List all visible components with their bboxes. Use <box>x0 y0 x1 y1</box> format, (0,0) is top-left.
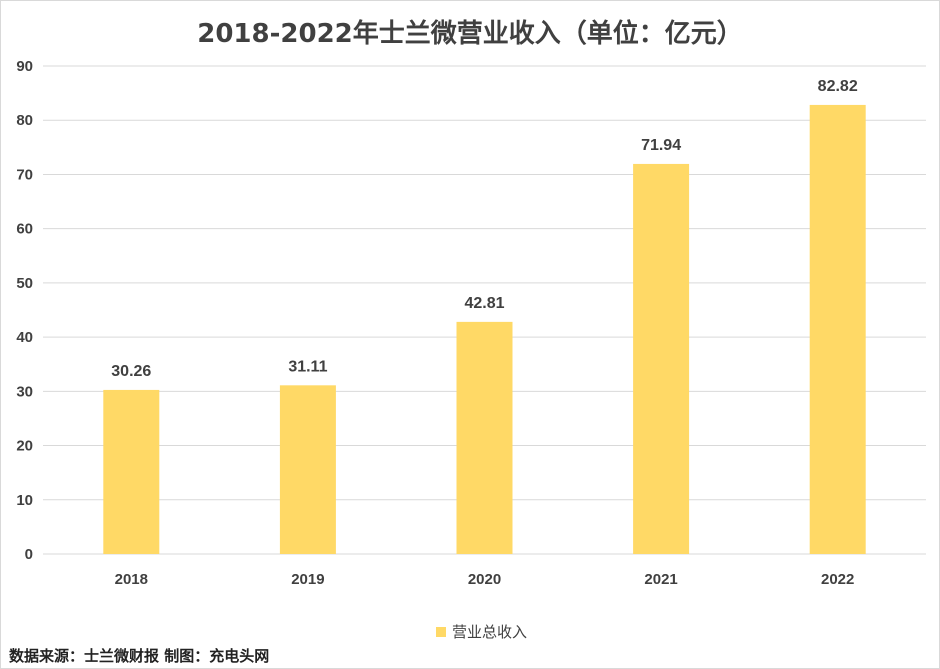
y-tick-label: 0 <box>25 546 33 563</box>
y-tick-label: 60 <box>16 221 33 238</box>
bar-2019 <box>279 385 336 554</box>
bar-2021 <box>633 163 690 554</box>
data-label-2019: 31.11 <box>288 358 327 375</box>
x-axis-ticks: 2018 2019 2020 2021 2022 <box>115 571 855 588</box>
y-tick-label: 10 <box>16 492 33 509</box>
source-note: 数据来源：士兰微财报 制图：充电头网 <box>9 647 270 665</box>
legend-swatch <box>436 626 446 637</box>
data-labels: 30.26 31.11 42.81 71.94 82.82 <box>111 78 858 380</box>
bar-2020 <box>456 321 513 554</box>
y-axis-ticks: 0 10 20 30 40 50 60 70 80 90 <box>16 58 33 563</box>
y-tick-label: 90 <box>16 58 33 75</box>
bar-2022 <box>809 104 866 555</box>
y-tick-label: 70 <box>16 166 33 183</box>
legend: 营业总收入 <box>436 621 527 642</box>
y-tick-label: 80 <box>16 112 33 129</box>
data-label-2020: 42.81 <box>464 295 504 312</box>
y-tick-label: 30 <box>16 383 33 400</box>
y-tick-label: 20 <box>16 438 33 455</box>
x-tick-label-2020: 2020 <box>468 571 501 588</box>
x-tick-label-2019: 2019 <box>291 571 324 588</box>
y-tick-label: 50 <box>16 275 33 292</box>
data-label-2018: 30.26 <box>111 363 151 380</box>
x-tick-label-2022: 2022 <box>821 571 854 588</box>
legend-label: 营业总收入 <box>452 623 528 641</box>
data-label-2021: 71.94 <box>641 137 681 154</box>
y-tick-label: 40 <box>16 329 33 346</box>
x-tick-label-2018: 2018 <box>115 571 148 588</box>
x-tick-label-2021: 2021 <box>644 571 677 588</box>
bars <box>103 104 866 555</box>
data-label-2022: 82.82 <box>818 78 858 95</box>
bar-2018 <box>103 389 160 554</box>
chart-title: 2018-2022年士兰微营业收入（单位：亿元） <box>197 19 743 49</box>
